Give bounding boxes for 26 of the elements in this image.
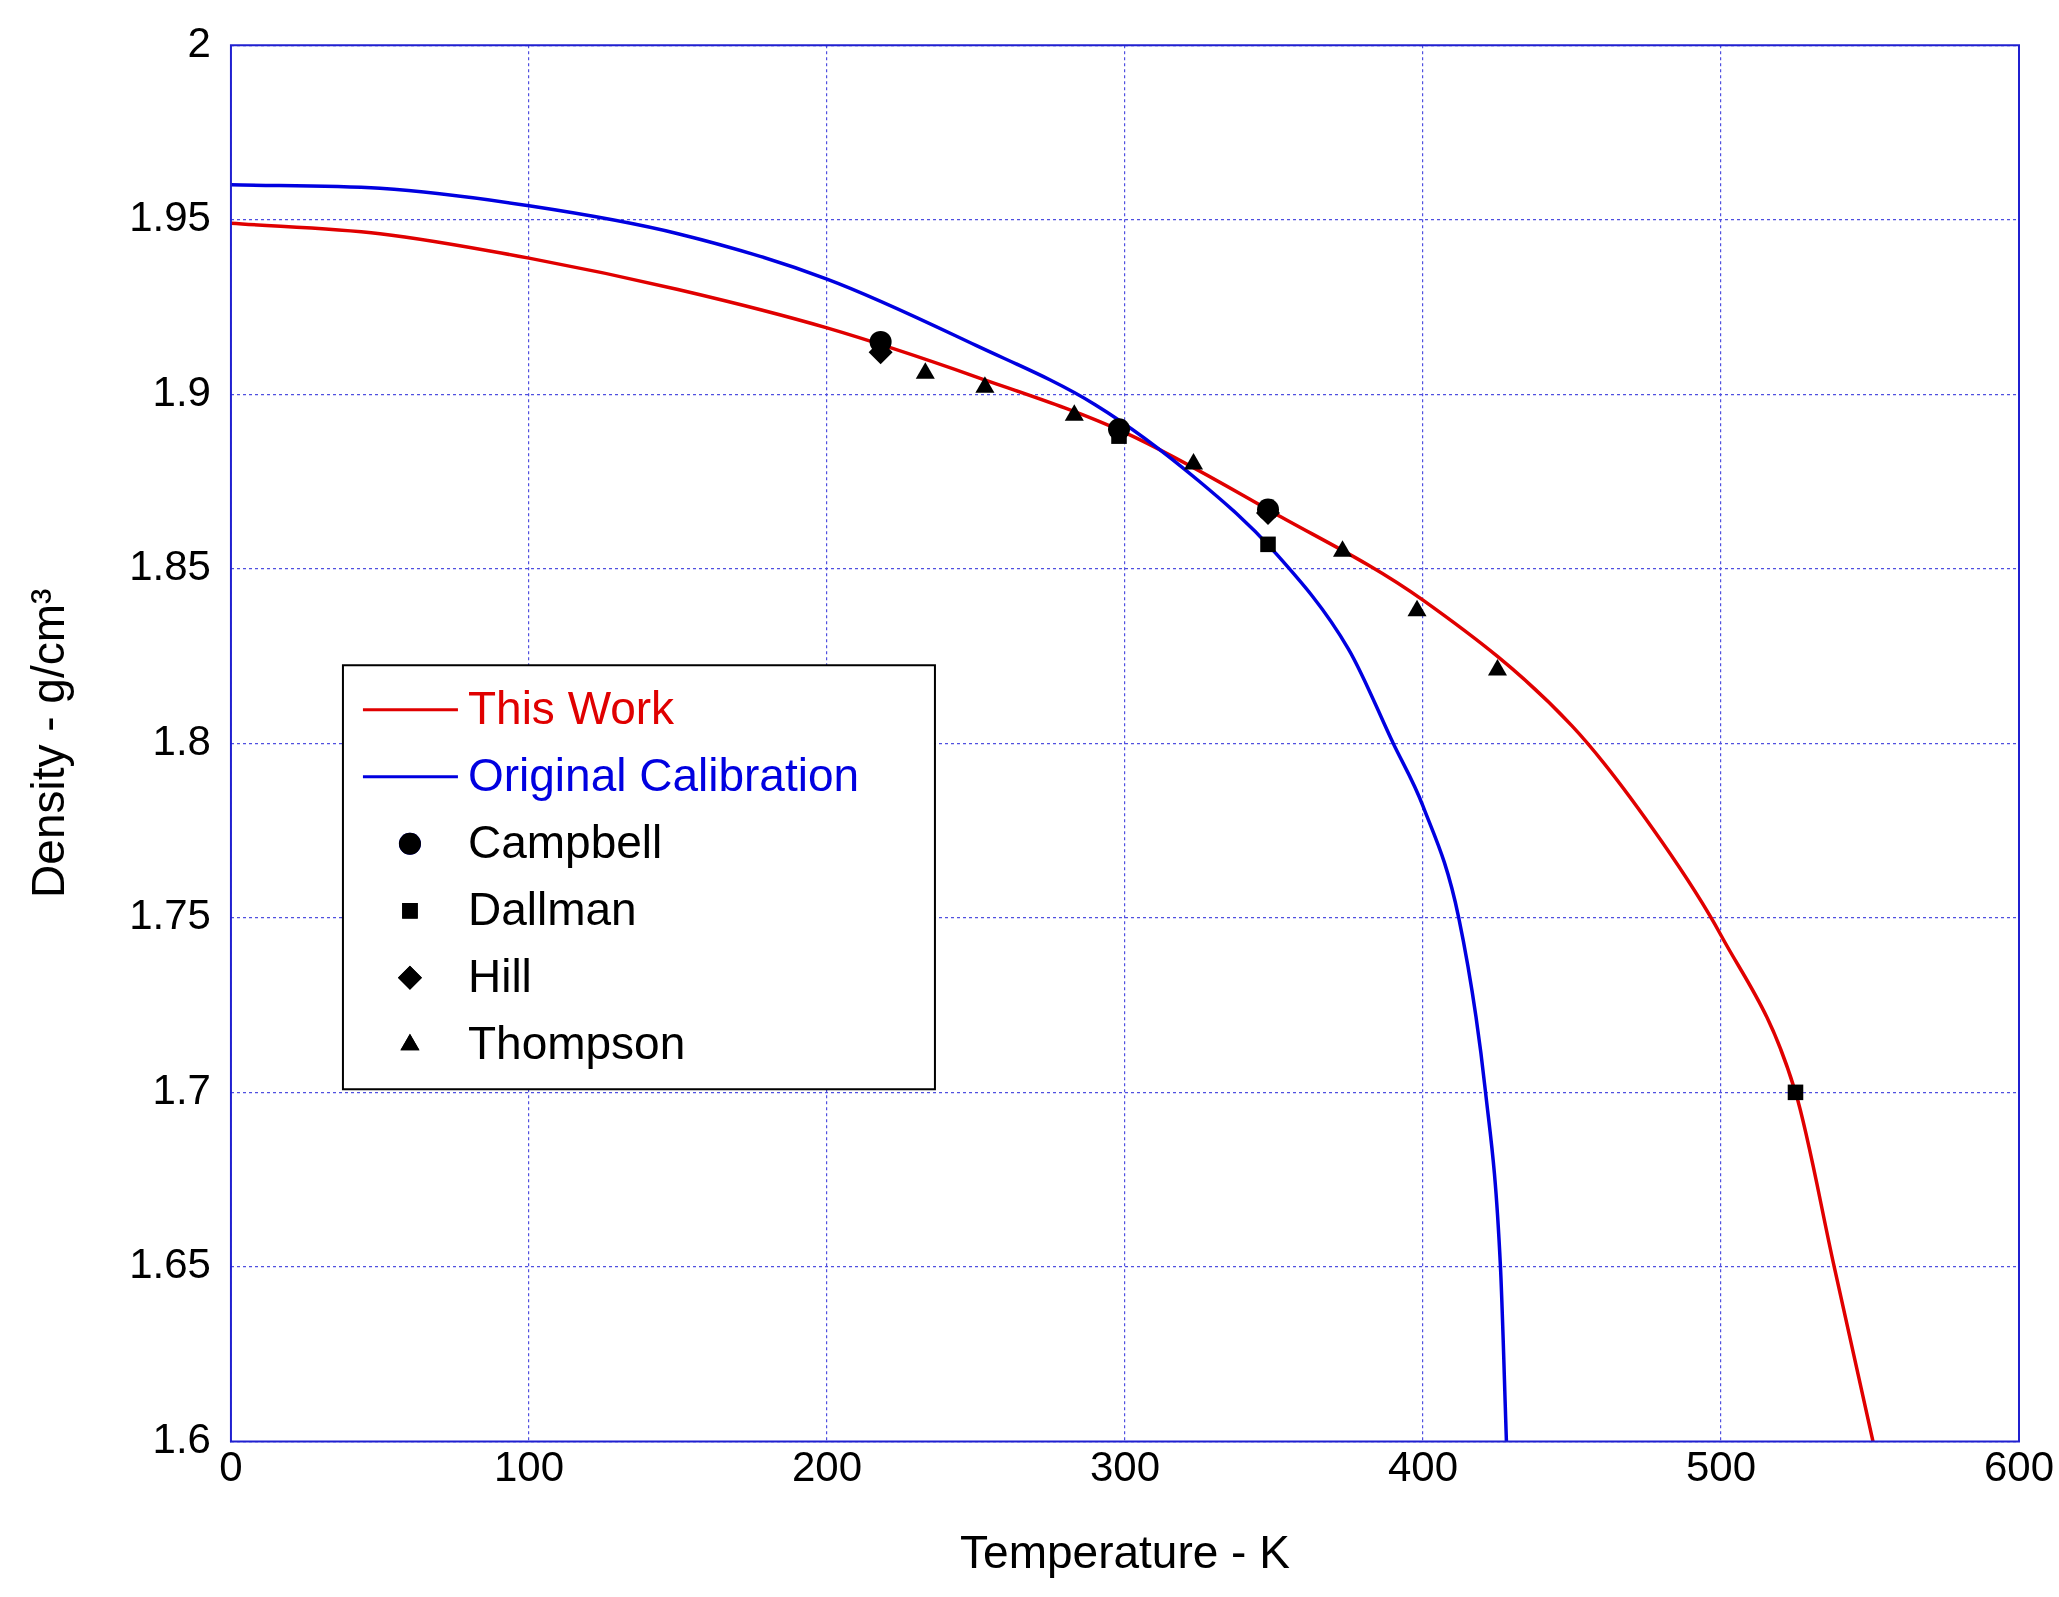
x-axis-title: Temperature - K xyxy=(960,1526,1291,1579)
x-tick-label: 300 xyxy=(1089,1443,1161,1491)
y-tick-label: 1.7 xyxy=(152,1065,211,1113)
x-tick-label: 200 xyxy=(791,1443,862,1491)
x-tick-label: 500 xyxy=(1685,1443,1757,1491)
legend-label: Campbell xyxy=(467,816,663,869)
y-tick-label: 1.95 xyxy=(129,193,211,241)
y-tick-label: 1.65 xyxy=(129,1240,211,1288)
y-tick-label: 1.85 xyxy=(129,542,211,590)
legend-label: Dallman xyxy=(467,883,637,936)
x-tick-label: 100 xyxy=(493,1443,564,1491)
y-tick-label: 1.6 xyxy=(152,1414,211,1462)
legend-label: Thompson xyxy=(467,1017,686,1070)
x-tick-label: 400 xyxy=(1387,1443,1459,1491)
legend-label: Original Calibration xyxy=(467,749,860,802)
y-tick-label: 1.8 xyxy=(152,716,211,764)
line-series xyxy=(230,183,1509,1442)
x-tick-label: 600 xyxy=(1983,1443,2055,1491)
y-tick-label: 1.75 xyxy=(129,891,211,939)
y-tick-label: 2 xyxy=(187,18,211,66)
x-tick-label: 0 xyxy=(219,1443,243,1491)
y-tick-label: 1.9 xyxy=(152,367,211,415)
y-axis-title: Density - g/cm³ xyxy=(22,588,75,898)
line-series xyxy=(230,221,1875,1442)
legend-label: Hill xyxy=(467,950,532,1003)
legend-label: This Work xyxy=(467,682,676,735)
